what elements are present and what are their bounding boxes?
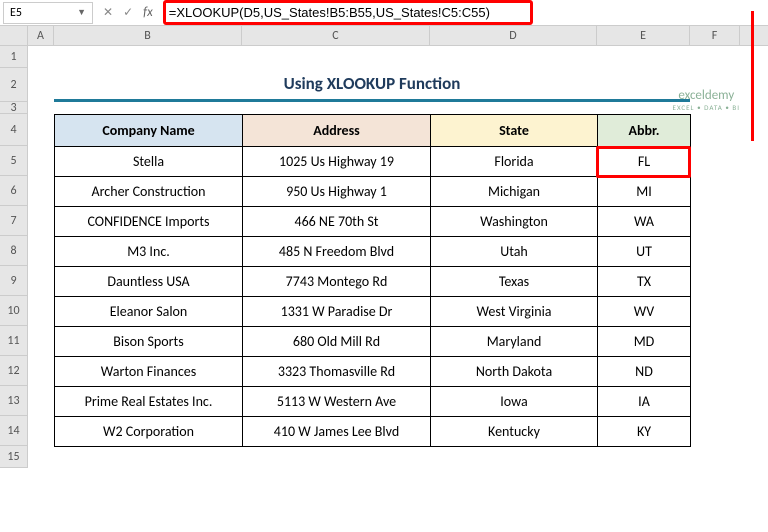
cell-address[interactable]: 680 Old Mill Rd (243, 327, 431, 357)
callout-arrow-vert (751, 11, 754, 141)
cell-abbr[interactable]: ND (598, 357, 691, 387)
cell-state[interactable]: Maryland (431, 327, 598, 357)
cell-address[interactable]: 1331 W Paradise Dr (243, 297, 431, 327)
row-header-3[interactable]: 3 (0, 102, 28, 114)
row-header-5[interactable]: 5 (0, 146, 28, 176)
header-abbr[interactable]: Abbr. (598, 115, 691, 147)
cell-address[interactable]: 466 NE 70th St (243, 207, 431, 237)
row-header-7[interactable]: 7 (0, 206, 28, 236)
page-title: Using XLOOKUP Function (54, 68, 690, 102)
table-header-row: Company Name Address State Abbr. (55, 115, 691, 147)
row-header-12[interactable]: 12 (0, 356, 28, 386)
cell-address[interactable]: 1025 Us Highway 19 (243, 147, 431, 177)
cell-abbr[interactable]: MI (598, 177, 691, 207)
cells-area[interactable]: Using XLOOKUP Function Company Name Addr… (28, 46, 768, 468)
cell-state[interactable]: Iowa (431, 387, 598, 417)
data-table: Company Name Address State Abbr. Stella1… (54, 114, 691, 447)
col-header-C[interactable]: C (242, 26, 430, 45)
table-row: Stella1025 Us Highway 19FloridaFL (55, 147, 691, 177)
column-headers: A B C D E F (0, 26, 768, 46)
cell-state[interactable]: Michigan (431, 177, 598, 207)
row-header-11[interactable]: 11 (0, 326, 28, 356)
cell-state[interactable]: West Virginia (431, 297, 598, 327)
name-box-dropdown-icon[interactable]: ▼ (77, 7, 86, 18)
table-row: CONFIDENCE Imports466 NE 70th StWashingt… (55, 207, 691, 237)
header-address[interactable]: Address (243, 115, 431, 147)
table-row: M3 Inc.485 N Freedom BlvdUtahUT (55, 237, 691, 267)
row-header-8[interactable]: 8 (0, 236, 28, 266)
row-header-10[interactable]: 10 (0, 296, 28, 326)
formula-bar: E5 ▼ ✕ ✓ fx (0, 0, 768, 26)
row-header-15[interactable]: 15 (0, 446, 28, 468)
cell-abbr[interactable]: WA (598, 207, 691, 237)
cell-address[interactable]: 3323 Thomasville Rd (243, 357, 431, 387)
cell-company[interactable]: Eleanor Salon (55, 297, 243, 327)
header-company[interactable]: Company Name (55, 115, 243, 147)
cell-state[interactable]: Kentucky (431, 417, 598, 447)
header-state[interactable]: State (431, 115, 598, 147)
confirm-icon[interactable]: ✓ (123, 5, 133, 20)
cell-address[interactable]: 485 N Freedom Blvd (243, 237, 431, 267)
table-row: Prime Real Estates Inc.5113 W Western Av… (55, 387, 691, 417)
cancel-icon[interactable]: ✕ (103, 5, 113, 20)
row-header-9[interactable]: 9 (0, 266, 28, 296)
cell-company[interactable]: CONFIDENCE Imports (55, 207, 243, 237)
cell-abbr[interactable]: KY (598, 417, 691, 447)
cell-address[interactable]: 5113 W Western Ave (243, 387, 431, 417)
cell-company[interactable]: Bison Sports (55, 327, 243, 357)
fx-icon[interactable]: fx (143, 5, 153, 20)
table-row: Archer Construction950 Us Highway 1Michi… (55, 177, 691, 207)
cell-company[interactable]: Dauntless USA (55, 267, 243, 297)
cell-company[interactable]: Warton Finances (55, 357, 243, 387)
cell-state[interactable]: Washington (431, 207, 598, 237)
col-header-A[interactable]: A (28, 26, 54, 45)
row-3-gap (28, 102, 768, 114)
row-header-1[interactable]: 1 (0, 46, 28, 68)
row-1-empty (28, 46, 768, 68)
cell-state[interactable]: Texas (431, 267, 598, 297)
row-header-2[interactable]: 2 (0, 68, 28, 102)
row-header-6[interactable]: 6 (0, 176, 28, 206)
cell-abbr[interactable]: TX (598, 267, 691, 297)
cell-company[interactable]: Stella (55, 147, 243, 177)
select-all-corner[interactable] (0, 26, 28, 45)
col-header-D[interactable]: D (430, 26, 597, 45)
table-row: Warton Finances3323 Thomasville RdNorth … (55, 357, 691, 387)
table-row: Bison Sports680 Old Mill RdMarylandMD (55, 327, 691, 357)
row-header-14[interactable]: 14 (0, 416, 28, 446)
col-header-B[interactable]: B (54, 26, 242, 45)
table-row: Dauntless USA7743 Montego RdTexasTX (55, 267, 691, 297)
cell-address[interactable]: 410 W James Lee Blvd (243, 417, 431, 447)
cell-state[interactable]: North Dakota (431, 357, 598, 387)
cell-company[interactable]: Archer Construction (55, 177, 243, 207)
row-header-13[interactable]: 13 (0, 386, 28, 416)
cell-abbr[interactable]: UT (598, 237, 691, 267)
cell-company[interactable]: W2 Corporation (55, 417, 243, 447)
spreadsheet-grid: A B C D E F 1 2 3 4 5 6 7 8 9 10 11 12 1… (0, 26, 768, 468)
table-row: Eleanor Salon1331 W Paradise DrWest Virg… (55, 297, 691, 327)
cell-state[interactable]: Florida (431, 147, 598, 177)
table-row: W2 Corporation410 W James Lee BlvdKentuc… (55, 417, 691, 447)
cell-company[interactable]: Prime Real Estates Inc. (55, 387, 243, 417)
name-box-value: E5 (10, 6, 22, 20)
cell-abbr[interactable]: MD (598, 327, 691, 357)
cell-abbr[interactable]: FL (598, 147, 691, 177)
row-headers: 1 2 3 4 5 6 7 8 9 10 11 12 13 14 15 (0, 46, 28, 468)
cell-address[interactable]: 7743 Montego Rd (243, 267, 431, 297)
formula-input-wrap (163, 2, 768, 24)
cell-state[interactable]: Utah (431, 237, 598, 267)
cell-abbr[interactable]: WV (598, 297, 691, 327)
col-header-E[interactable]: E (597, 26, 690, 45)
name-box[interactable]: E5 ▼ (3, 2, 93, 24)
cell-address[interactable]: 950 Us Highway 1 (243, 177, 431, 207)
cell-abbr[interactable]: IA (598, 387, 691, 417)
row-header-4[interactable]: 4 (0, 114, 28, 146)
formula-input[interactable] (163, 2, 533, 24)
cell-company[interactable]: M3 Inc. (55, 237, 243, 267)
formula-bar-icons: ✕ ✓ fx (93, 5, 163, 20)
col-header-F[interactable]: F (690, 26, 740, 45)
